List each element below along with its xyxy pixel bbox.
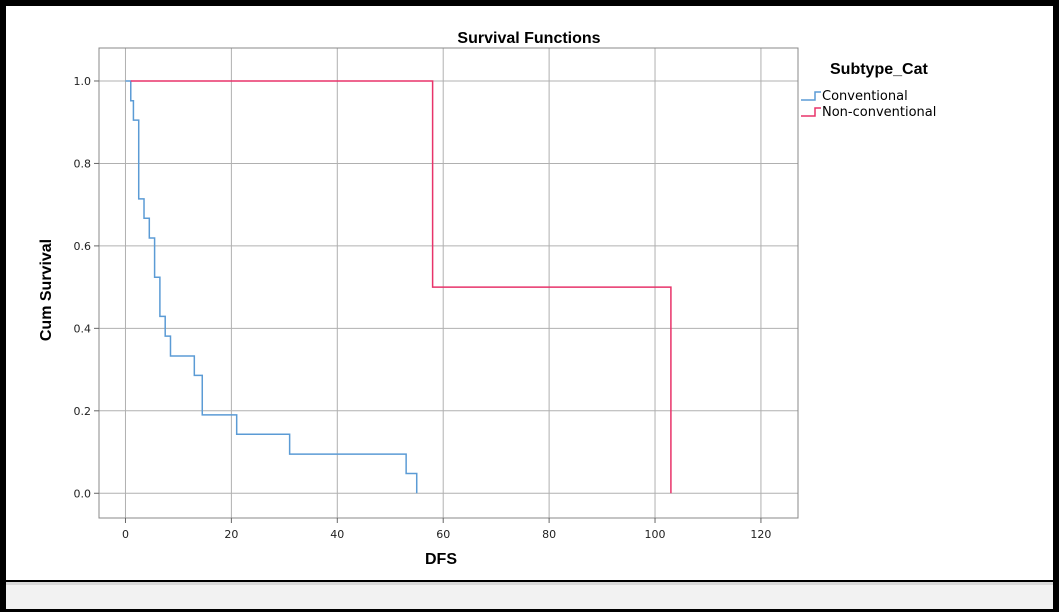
grid-layer <box>99 48 798 518</box>
y-tick-label: 0.2 <box>74 405 92 418</box>
bottom-panel <box>6 582 1053 609</box>
series-line-conventional <box>125 80 418 494</box>
plot-frame <box>98 47 799 519</box>
y-tick-label: 1.0 <box>74 75 92 88</box>
x-tick-label: 80 <box>542 528 556 541</box>
series-layer <box>125 80 672 494</box>
x-tick-label: 20 <box>224 528 238 541</box>
chart-title: Survival Functions <box>457 30 600 47</box>
legend-label-conventional: Conventional <box>822 89 908 104</box>
x-tick-label: 0 <box>122 528 129 541</box>
tick-layer: 0 20 40 60 80 100 120 0.0 0.2 0.4 0.6 0.8 1.0 <box>74 75 772 541</box>
x-tick-label: 40 <box>330 528 344 541</box>
legend-label-non-conventional: Non-conventional <box>822 105 936 120</box>
y-tick-label: 0.6 <box>74 240 92 253</box>
legend-swatch-non-conventional <box>801 107 821 117</box>
y-axis-label: Cum Survival <box>38 239 55 341</box>
x-axis-label: DFS <box>425 551 457 568</box>
x-tick-label: 120 <box>750 528 771 541</box>
series-line-non-conventional <box>130 80 672 494</box>
y-tick-label: 0.4 <box>74 322 92 335</box>
legend-title: Subtype_Cat <box>830 61 928 78</box>
chart-figure: 0 20 40 60 80 100 120 0.0 0.2 0.4 0.6 0.8 1.0 Surviv… <box>6 6 1053 580</box>
x-tick-label: 60 <box>436 528 450 541</box>
y-tick-label: 0.8 <box>74 157 92 170</box>
legend-swatch-conventional <box>801 91 821 101</box>
chart-svg: 0 20 40 60 80 100 120 0.0 0.2 0.4 0.6 0.8 1.0 Surviv… <box>38 30 936 568</box>
y-tick-label: 0.0 <box>74 487 92 500</box>
x-tick-label: 100 <box>645 528 666 541</box>
